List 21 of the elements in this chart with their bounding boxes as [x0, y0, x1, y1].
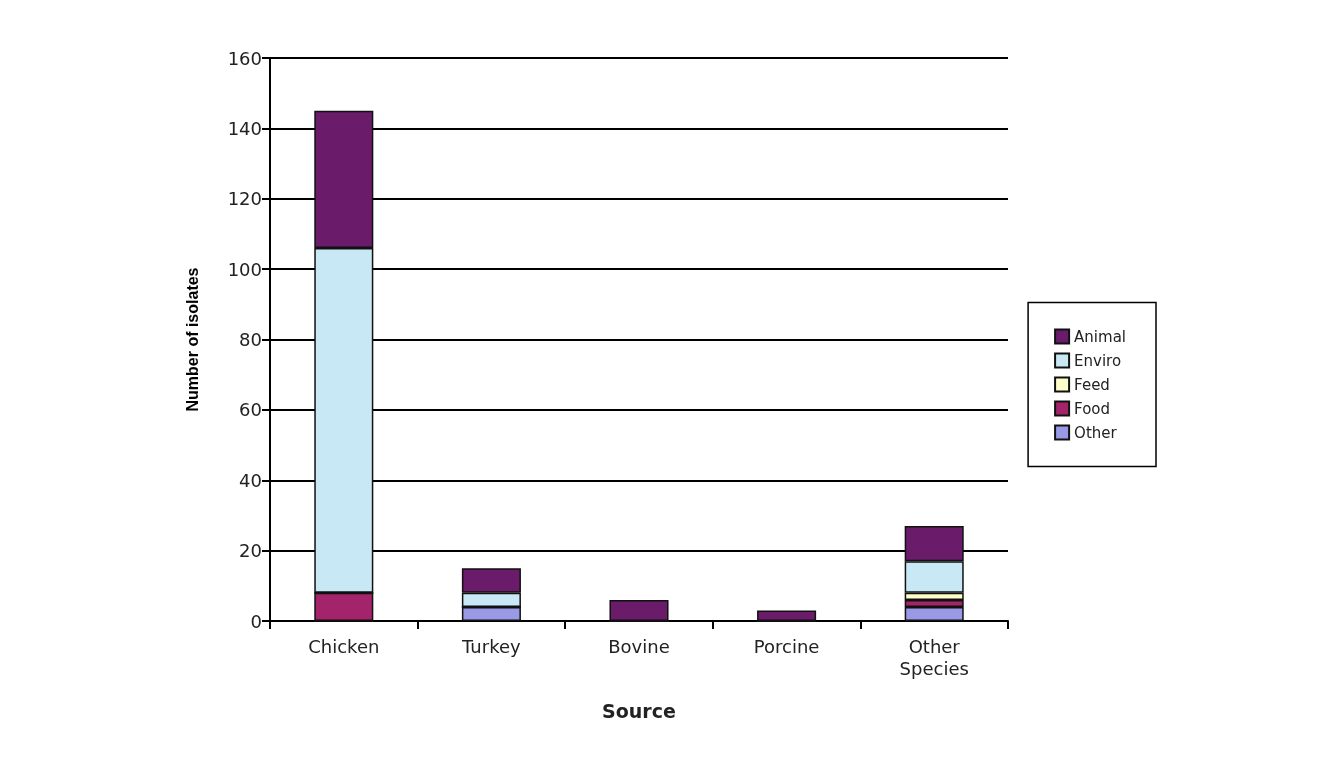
x-tick-label: Turkey [461, 635, 522, 657]
x-tick-label: Other Species [899, 635, 969, 679]
x-tick-label: Chicken [308, 635, 380, 657]
y-tick-label: 20 [239, 540, 262, 562]
legend-label: Enviro [1074, 351, 1122, 370]
y-tick-label: 160 [227, 47, 262, 69]
y-tick-label: 80 [239, 329, 262, 350]
y-tick-label: 140 [227, 117, 262, 139]
x-tick-label: Porcine [753, 635, 820, 657]
y-tick-label: 0 [250, 610, 262, 632]
x-tick-label: Bovine [608, 635, 670, 657]
y-tick-label: 120 [227, 188, 262, 210]
legend-label: Animal [1074, 327, 1127, 346]
x-axis-title: Source [602, 699, 676, 722]
y-axis-title: Number of isolates [183, 267, 201, 412]
legend-label: Other [1074, 423, 1118, 442]
legend-label: Food [1074, 399, 1111, 418]
y-tick-label: 60 [239, 399, 262, 421]
y-tick-label: 40 [239, 469, 262, 491]
legend-label: Feed [1074, 375, 1110, 394]
y-tick-label: 100 [227, 258, 262, 280]
